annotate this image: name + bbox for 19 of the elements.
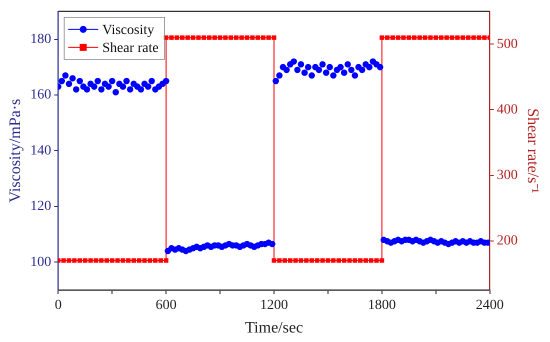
x-tick-label: 2400 — [476, 298, 504, 314]
y-tick-label: 180 — [30, 32, 52, 47]
y-axis-title: Viscosity/mPa·s — [6, 98, 24, 203]
x-tick-label: 600 — [156, 298, 177, 314]
y2-axis-title: Shear rate/s⁻¹ — [524, 108, 542, 194]
y2-tick-label: 500 — [496, 36, 518, 52]
y2-tick-label: 300 — [496, 168, 518, 183]
y-tick-label: 100 — [30, 254, 52, 270]
x-axis-title: Time/sec — [244, 320, 304, 337]
y2-tick-label: 400 — [496, 102, 518, 118]
y-tick-label: 140 — [30, 143, 52, 158]
legend-label: Shear rate — [102, 41, 159, 56]
y2-tick-label: 200 — [496, 234, 518, 249]
x-tick-label: 1800 — [368, 298, 396, 314]
legend-label: Viscosity — [102, 23, 154, 38]
y-tick-label: 120 — [30, 199, 52, 214]
x-tick-label: 1200 — [260, 298, 288, 314]
x-tick-label: 0 — [54, 298, 62, 314]
y-tick-label: 160 — [30, 88, 52, 103]
